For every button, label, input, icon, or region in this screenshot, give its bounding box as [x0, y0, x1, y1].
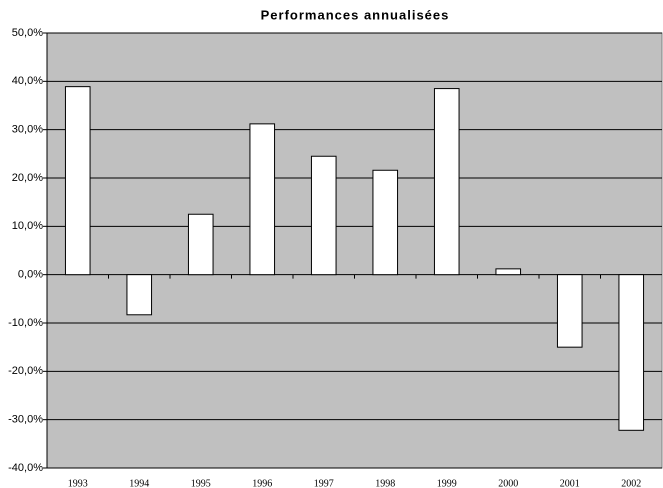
x-tick-label: 1999: [437, 478, 457, 488]
bar: [433, 88, 460, 276]
x-tick-label: 1993: [68, 478, 88, 488]
x-tick-label: 1997: [314, 478, 334, 488]
bar: [556, 274, 583, 348]
bar: [64, 86, 91, 276]
x-tick-label: 2001: [560, 478, 580, 488]
x-tick-label: 1995: [191, 478, 211, 488]
y-tick-label: -10,0%: [8, 317, 43, 329]
bar: [126, 274, 153, 316]
chart-title: Performances annualisées: [261, 7, 450, 22]
y-tick-label: -30,0%: [8, 414, 43, 426]
y-tick-label: 10,0%: [12, 220, 43, 232]
x-tick-label: 1996: [252, 478, 272, 488]
bar: [249, 123, 276, 276]
y-tick-label: 30,0%: [12, 124, 43, 136]
x-tick-label: 1998: [375, 478, 395, 488]
plot-area: [46, 32, 663, 469]
x-tick-label: 1994: [129, 478, 149, 488]
bar: [495, 268, 522, 276]
y-tick-label: -20,0%: [8, 365, 43, 377]
bar: [310, 155, 337, 276]
y-tick-label: -40,0%: [8, 462, 43, 474]
x-tick-label: 2000: [498, 478, 518, 488]
bar: [372, 169, 399, 276]
bar: [187, 213, 214, 276]
y-tick-label: 50,0%: [12, 27, 43, 39]
y-tick-label: 20,0%: [12, 172, 43, 184]
y-tick-label: 40,0%: [12, 75, 43, 87]
y-tick-label: 0,0%: [18, 269, 43, 281]
bar: [618, 274, 645, 431]
x-tick-label: 2002: [621, 478, 641, 488]
